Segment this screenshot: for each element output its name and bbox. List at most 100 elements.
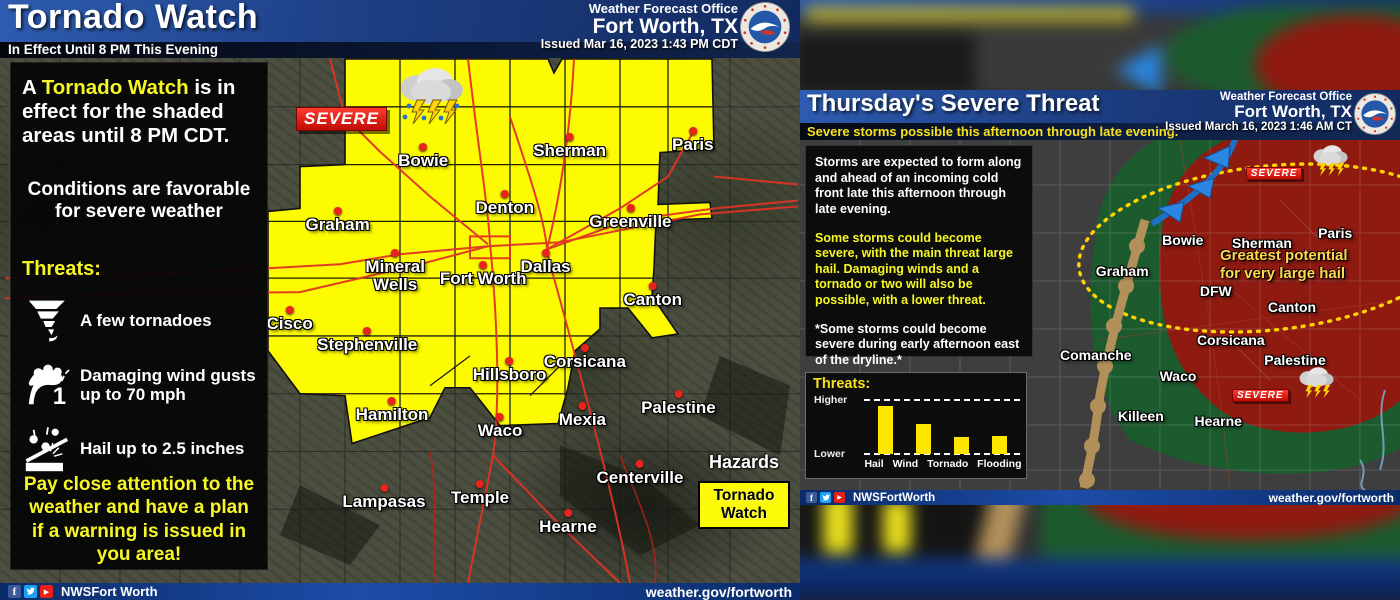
left-subheader-bar <box>0 42 800 58</box>
axis-label-lower: Lower <box>814 448 845 460</box>
city-label-mineral-wells: Mineral Wells <box>348 248 442 295</box>
facebook-icon[interactable]: f <box>8 585 21 598</box>
city-labels-layer: Bowie Sherman Paris Graham DFW Canton Comanche… <box>800 140 1400 490</box>
city-dot <box>674 390 683 399</box>
svg-text:1: 1 <box>53 383 66 409</box>
severe-banner: SEVERE <box>1245 166 1303 180</box>
chart-bars <box>866 400 1018 454</box>
threat-row-wind: 1 Damaging wind gusts up to 70 mph <box>22 361 256 409</box>
legend-title: Hazards <box>708 452 780 472</box>
lower-reference-line <box>864 453 1020 455</box>
city-dot <box>563 509 572 518</box>
city-labels-layer: Bowie Sherman Paris Graham Denton Greenville M… <box>0 57 800 583</box>
social-handle: NWSFortWorth <box>853 491 936 504</box>
city-label-bowie: Bowie <box>398 142 448 171</box>
city-label-stephenville: Stephenville <box>317 326 417 355</box>
chart-category-label: Flooding <box>977 458 1022 470</box>
youtube-icon[interactable]: ▶ <box>40 585 53 598</box>
social-icons: f ▶ NWSFortWorth <box>806 492 935 504</box>
city-label-cisco: Cisco <box>266 305 313 334</box>
city-dot <box>580 343 589 352</box>
county-map-drawing <box>0 57 800 583</box>
city-dot <box>541 248 550 257</box>
city-label-dfw: DFW <box>1199 283 1232 300</box>
threat-bar <box>915 424 931 454</box>
city-label-centerville: Centerville <box>597 460 683 488</box>
wfo-office-line: Weather Forecast Office <box>588 1 738 16</box>
city-dot <box>363 326 372 335</box>
youtube-icon[interactable]: ▶ <box>834 492 845 503</box>
city-label-dallas: Dallas <box>521 248 571 277</box>
city-dot <box>500 189 509 198</box>
watch-summary-panel: A Tornado Watch is in effect for the sha… <box>10 62 268 570</box>
city-label-denton: Denton <box>476 189 534 218</box>
social-icons: f ▶ NWSFort Worth <box>8 584 158 599</box>
threat-bar <box>991 436 1007 454</box>
threat-bar <box>953 437 969 454</box>
right-header-bar <box>800 90 1400 123</box>
city-dot <box>626 204 635 213</box>
wfo-identity-block: Weather Forecast Office Fort Worth, TX I… <box>1165 91 1352 133</box>
chart-category-label: Tornado <box>927 458 969 470</box>
city-dot <box>333 207 342 216</box>
city-label-canton: Canton <box>1267 298 1317 315</box>
facebook-icon[interactable]: f <box>806 492 817 503</box>
call-to-action-text: Pay close attention to the weather and h… <box>23 474 255 565</box>
city-label-mexia: Mexia <box>559 401 606 430</box>
right-footer-bar: f ▶ NWSFortWorth weather.gov/fortworth <box>800 490 1400 505</box>
wfo-identity-block: Weather Forecast Office Fort Worth, TX I… <box>541 2 738 51</box>
threat-map-drawing <box>800 140 1400 490</box>
tornado-watch-graphic: Bowie Sherman Paris Graham Denton Greenville M… <box>0 0 800 600</box>
city-label-waco: Waco <box>478 412 522 441</box>
chart-title: Threats: <box>813 376 871 392</box>
city-dot <box>648 282 657 291</box>
discussion-paragraph: Storms are expected to form along and ah… <box>815 155 1022 216</box>
city-dot <box>565 132 574 141</box>
watch-highlight: Tornado Watch <box>41 76 189 99</box>
severe-storm-marker: SEVERE <box>1245 142 1353 181</box>
city-dot <box>578 401 587 410</box>
city-dot <box>379 484 388 493</box>
threat-label: Hail up to 2.5 inches <box>80 439 245 459</box>
chart-category-labels: Hail Wind Tornado Flooding <box>860 458 1026 470</box>
wfo-city-line: Fort Worth, TX <box>1234 102 1352 122</box>
severe-threat-graphic: Bowie Sherman Paris Graham DFW Canton Comanche… <box>800 90 1400 505</box>
city-label-hearne: Hearne <box>539 509 597 537</box>
city-dot <box>479 261 488 270</box>
city-label-corsicana: Corsicana <box>544 343 626 372</box>
blurred-backdrop-top <box>800 0 1400 90</box>
storm-cloud-icon <box>401 68 464 125</box>
hail-potential-annotation: Greatest potential for very large hail <box>1220 246 1348 282</box>
chart-category-label: Hail <box>864 458 884 470</box>
city-label-waco: Waco <box>1159 367 1197 384</box>
page-title: Thursday's Severe Threat <box>807 90 1100 117</box>
weather-gov-url[interactable]: weather.gov/fortworth <box>1268 490 1394 505</box>
threat-label: Damaging wind gusts up to 70 mph <box>80 365 256 405</box>
left-header-bar <box>0 0 800 42</box>
threat-bar <box>877 405 893 454</box>
wfo-office-line: Weather Forecast Office <box>1219 91 1352 103</box>
hail-icon <box>25 427 69 472</box>
twitter-icon[interactable] <box>820 492 831 503</box>
twitter-icon[interactable] <box>24 585 37 598</box>
weather-gov-url[interactable]: weather.gov/fortworth <box>645 583 792 600</box>
watch-validity-text: In Effect Until 8 PM This Evening <box>8 42 219 57</box>
higher-reference-line <box>864 399 1020 401</box>
storm-cloud-icon <box>1313 145 1348 176</box>
city-label-hillsboro: Hillsboro <box>473 356 546 385</box>
chart-category-label: Wind <box>892 458 919 470</box>
city-label-palestine: Palestine <box>1264 352 1326 369</box>
city-label-lampasas: Lampasas <box>342 484 426 512</box>
threat-row-hail: Hail up to 2.5 inches <box>22 425 256 473</box>
city-label-canton: Canton <box>624 282 682 310</box>
city-label-fort-worth: Fort Worth <box>436 261 530 289</box>
nws-logo <box>740 2 790 52</box>
city-dot <box>475 480 484 489</box>
wfo-city-line: Fort Worth, TX <box>592 14 738 38</box>
page-title: Tornado Watch <box>8 0 259 36</box>
city-label-greenville: Greenville <box>589 204 672 232</box>
city-label-paris: Paris <box>1318 225 1353 242</box>
city-label-comanche: Comanche <box>1060 346 1132 363</box>
threat-map: Bowie Sherman Paris Graham DFW Canton Comanche… <box>800 140 1400 490</box>
